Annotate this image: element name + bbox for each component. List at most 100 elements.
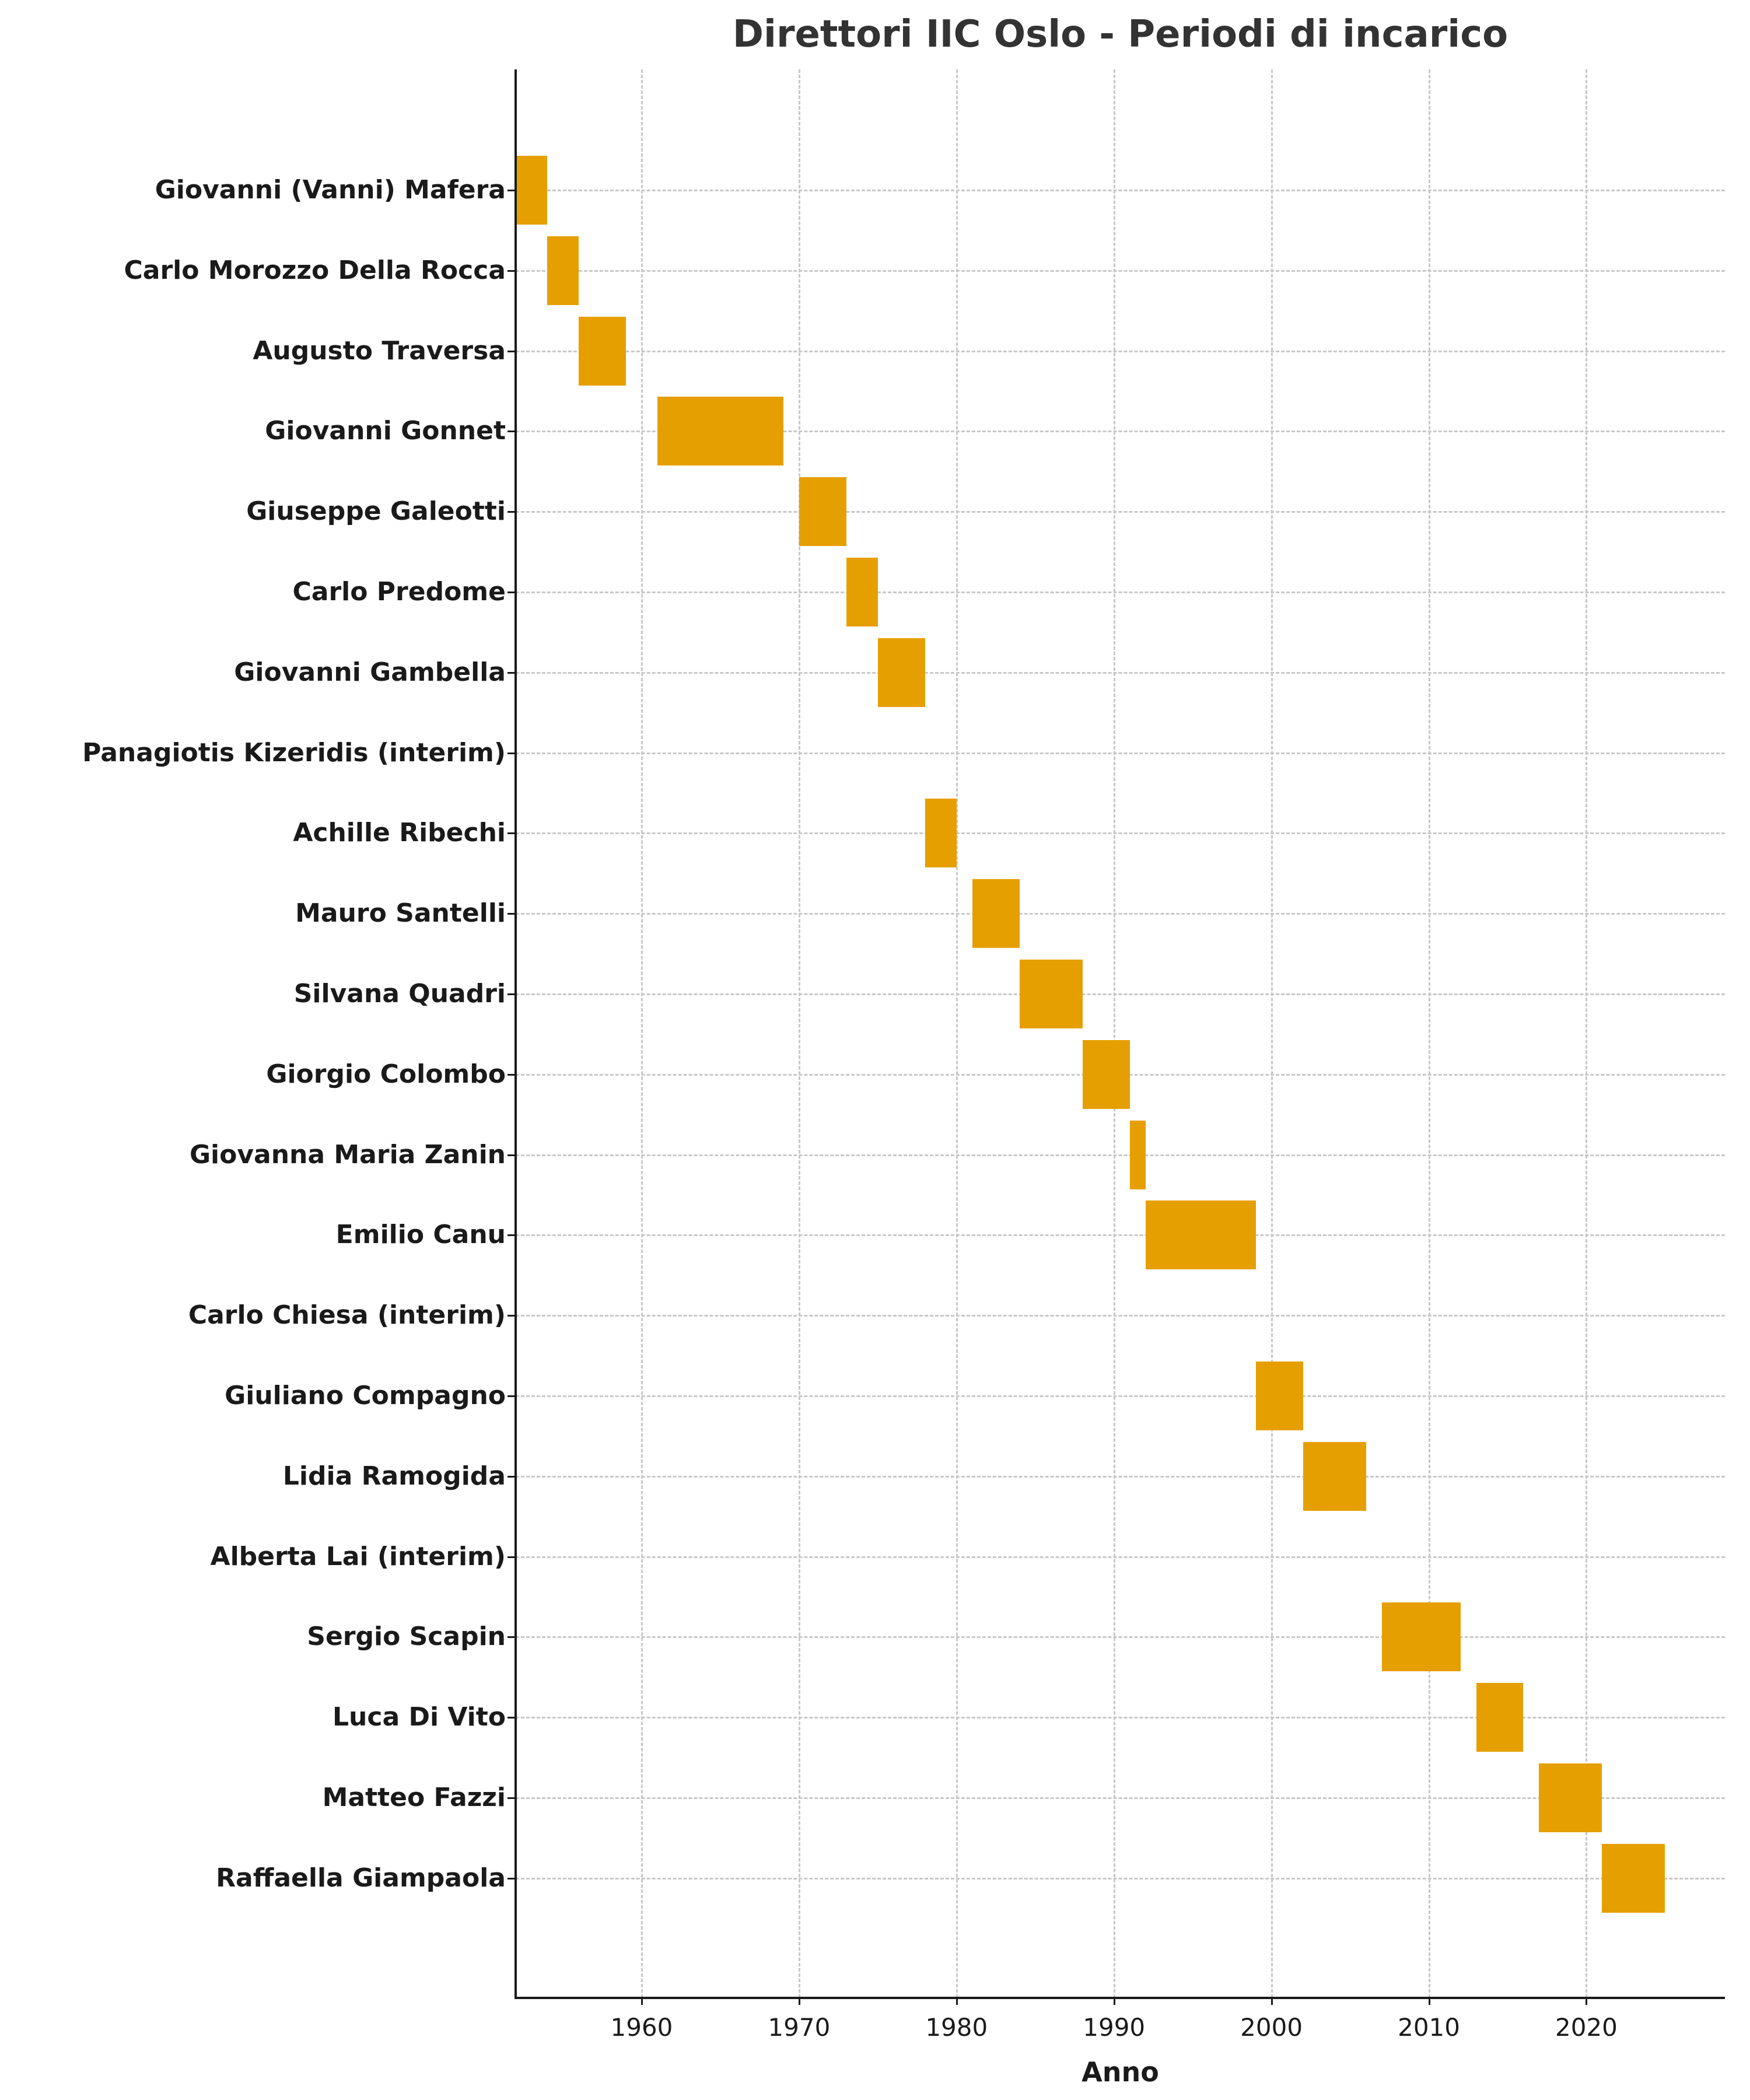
x-tick-mark	[640, 1997, 643, 2005]
chart-title: Direttori IIC Oslo - Periodi di incarico	[732, 13, 1508, 56]
plot-area: Giovanni (Vanni) Mafera Carlo Morozzo Del…	[82, 69, 1725, 2042]
y-tick-label: Sergio Scapin	[307, 1622, 506, 1652]
y-tick-label: Mauro Santelli	[295, 898, 506, 929]
y-tick-mark	[508, 913, 516, 915]
y-tick-mark	[508, 1234, 516, 1237]
y-tick-label: Giovanni Gonnet	[265, 416, 506, 446]
vertical-gridline	[1113, 69, 1115, 1998]
y-tick-label: Carlo Chiesa (interim)	[188, 1300, 506, 1331]
tenure-bar	[1255, 1362, 1303, 1430]
y-tick-mark	[508, 190, 516, 191]
tenure-bar	[972, 879, 1020, 949]
y-tick-mark	[508, 270, 516, 272]
y-tick-mark	[508, 1556, 516, 1558]
vertical-gridline	[1428, 69, 1430, 1998]
y-tick-label: Achille Ribechi	[293, 818, 506, 848]
y-tick-mark	[508, 671, 516, 674]
y-tick-label: Carlo Predome	[292, 577, 506, 607]
y-tick-label: Matteo Fazzi	[322, 1783, 506, 1812]
horizontal-gridline	[516, 1797, 1725, 1799]
vertical-gridline	[798, 69, 800, 1998]
x-axis-title: Anno	[1082, 2056, 1159, 2088]
x-tick-label: 2010	[1398, 2013, 1460, 2042]
x-tick-label: 2020	[1555, 2013, 1618, 2042]
x-tick-mark	[1270, 1997, 1273, 2005]
tenure-bar	[1476, 1683, 1524, 1752]
x-tick-label: 1980	[925, 2013, 988, 2042]
horizontal-gridline	[516, 832, 1725, 835]
tenure-bar	[578, 316, 626, 386]
horizontal-gridline	[516, 592, 1725, 593]
vertical-gridline	[640, 69, 643, 1998]
y-tick-label: Giuseppe Galeotti	[246, 496, 506, 527]
y-tick-mark	[508, 832, 516, 835]
y-tick-mark	[508, 993, 516, 995]
tenure-bar	[1145, 1200, 1256, 1270]
tenure-bar	[547, 236, 579, 305]
vertical-gridline	[956, 69, 958, 1998]
y-tick-mark	[508, 430, 516, 433]
y-tick-mark	[508, 1395, 516, 1397]
horizontal-gridline	[516, 671, 1725, 674]
y-tick-mark	[508, 1315, 516, 1317]
y-tick-mark	[508, 511, 516, 513]
horizontal-gridline	[516, 1636, 1725, 1639]
horizontal-gridline	[516, 1475, 1725, 1478]
tenure-bar	[1082, 1040, 1130, 1109]
y-tick-mark	[508, 1636, 516, 1639]
horizontal-gridline	[516, 1556, 1725, 1558]
y-tick-label: Luca Di Vito	[332, 1702, 506, 1732]
horizontal-gridline	[516, 1315, 1725, 1317]
tenure-bar	[1381, 1602, 1461, 1672]
tenure-bar	[1539, 1763, 1602, 1832]
x-tick-mark	[1428, 1997, 1430, 2005]
y-tick-mark	[508, 752, 516, 754]
horizontal-gridline	[516, 190, 1725, 191]
y-tick-label: Giovanni Gambella	[234, 657, 506, 687]
y-tick-mark	[508, 1717, 516, 1719]
y-tick-label: Alberta Lai (interim)	[210, 1541, 506, 1572]
horizontal-gridline	[516, 993, 1725, 995]
y-tick-label: Giovanna Maria Zanin	[189, 1139, 506, 1170]
tenure-bar	[1303, 1441, 1366, 1511]
y-tick-mark	[508, 1154, 516, 1156]
y-tick-label: Silvana Quadri	[293, 979, 506, 1009]
horizontal-gridline	[516, 270, 1725, 272]
horizontal-gridline	[516, 1234, 1725, 1237]
y-tick-label: Giovanni (Vanni) Mafera	[155, 175, 506, 205]
y-tick-mark	[508, 592, 516, 593]
tenure-bar	[1019, 960, 1083, 1028]
x-tick-mark	[798, 1997, 800, 2005]
x-tick-label: 2000	[1240, 2013, 1303, 2042]
horizontal-gridline	[516, 752, 1725, 754]
horizontal-gridline	[516, 511, 1725, 513]
tenure-bar	[846, 558, 878, 626]
y-tick-label: Lidia Ramogida	[282, 1461, 506, 1491]
y-tick-label: Panagiotis Kizeridis (interim)	[82, 737, 506, 768]
tenure-bar	[657, 397, 783, 466]
y-tick-mark	[508, 1073, 516, 1076]
y-tick-mark	[508, 1797, 516, 1799]
vertical-gridline	[1586, 69, 1588, 1998]
horizontal-gridline	[516, 430, 1725, 433]
tenure-bar	[1129, 1120, 1146, 1189]
tenure-bar	[799, 477, 846, 547]
y-tick-mark	[508, 350, 516, 352]
horizontal-gridline	[516, 913, 1725, 915]
x-tick-mark	[1113, 1997, 1115, 2005]
x-tick-label: 1990	[1083, 2013, 1146, 2042]
y-tick-mark	[508, 1877, 516, 1880]
x-tick-label: 1960	[610, 2013, 673, 2042]
horizontal-gridline	[516, 350, 1725, 352]
y-tick-label: Carlo Morozzo Della Rocca	[124, 255, 506, 285]
y-tick-label: Giorgio Colombo	[266, 1059, 506, 1089]
horizontal-gridline	[516, 1154, 1725, 1156]
tenure-bar	[877, 638, 925, 707]
tenure-bar	[925, 799, 957, 868]
x-tick-mark	[1586, 1997, 1588, 2005]
y-tick-label: Augusto Traversa	[253, 335, 506, 366]
vertical-gridline	[1270, 69, 1273, 1998]
horizontal-gridline	[516, 1717, 1725, 1719]
x-tick-label: 1970	[768, 2013, 831, 2042]
tenure-bar	[516, 156, 547, 225]
